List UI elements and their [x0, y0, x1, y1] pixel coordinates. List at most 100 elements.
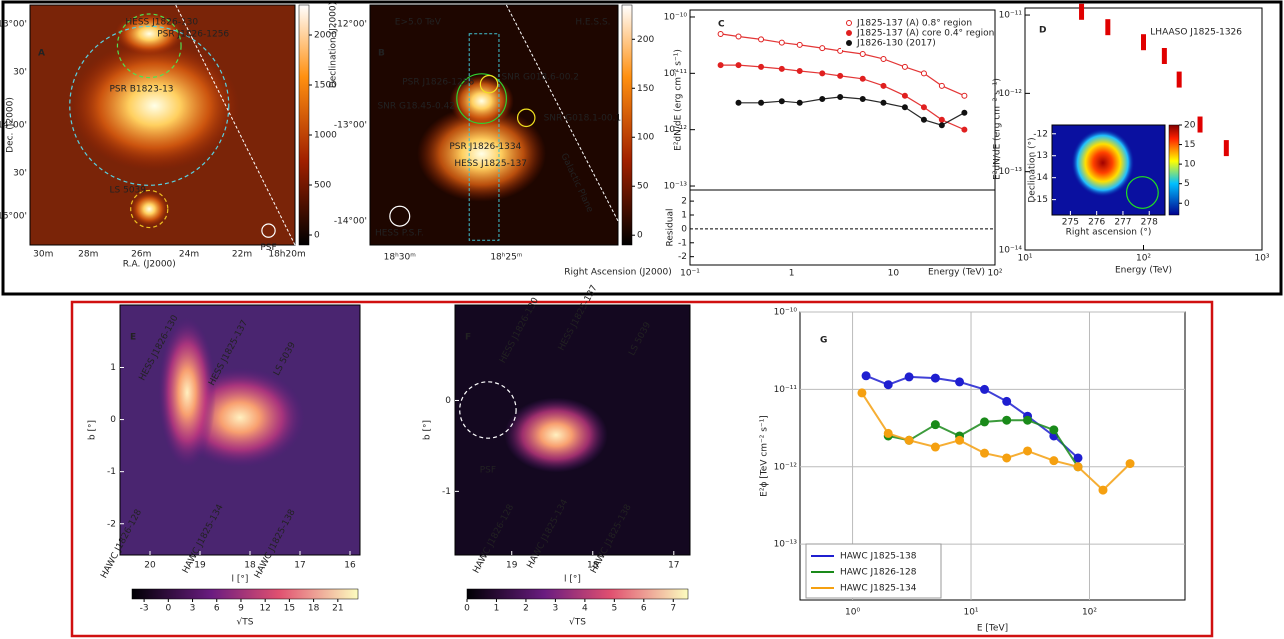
colorbar-tick-label: 21	[332, 604, 343, 614]
legend-swatch	[846, 40, 852, 46]
axes-frame	[454, 304, 691, 556]
panel-label: F	[465, 333, 471, 343]
legend-label: J1825-137 (A) 0.8° region	[856, 19, 972, 29]
colorbar	[1168, 124, 1180, 216]
data-point	[1197, 116, 1203, 133]
data-point	[930, 420, 940, 430]
x-tick-label: 10³	[1254, 254, 1269, 264]
colorbar-label: √TS	[237, 617, 254, 628]
data-point	[861, 371, 871, 381]
data-point	[980, 448, 990, 458]
colorbar-tick-label: 7	[670, 604, 676, 614]
source-label: PSF	[260, 243, 276, 253]
colorbar-tick-label: 10	[1184, 160, 1196, 170]
y-tick-label: -1	[442, 487, 451, 497]
data-point	[883, 428, 893, 438]
colorbar-tick-label: 5	[611, 604, 617, 614]
legend-swatch	[846, 20, 852, 26]
colorbar-tick-label: 2000	[314, 31, 337, 41]
x-tick-label: 10²	[1136, 254, 1151, 264]
data-point	[955, 435, 965, 445]
colorbar-tick-label: 5	[1184, 179, 1190, 189]
y-tick-label: -13	[1033, 151, 1048, 161]
colorbar-tick-label: 50	[637, 182, 649, 192]
emission	[417, 105, 547, 202]
data-point	[1125, 459, 1135, 469]
x-tick-label: 22m	[232, 250, 252, 260]
residual-tick-label: -2	[678, 252, 687, 262]
colorbar-tick-label: 1	[494, 604, 500, 614]
data-point	[819, 70, 826, 77]
x-tick-label: 24m	[179, 250, 199, 260]
data-point	[859, 96, 866, 103]
region	[261, 223, 276, 238]
data-point	[735, 62, 742, 69]
data-point	[880, 82, 887, 89]
colorbar-tick-label: 0	[1184, 199, 1190, 209]
y-tick-label: 30'	[13, 68, 27, 78]
x-tick-label: 278	[1141, 218, 1158, 228]
residual-tick-label: -1	[678, 238, 687, 248]
axes-frame	[1051, 124, 1166, 216]
data-point	[1002, 415, 1012, 425]
y-axis-label: E²ϕ [TeV cm⁻² s⁻¹]	[760, 415, 770, 497]
data-point	[735, 33, 742, 40]
x-tick-label: 19	[506, 561, 518, 571]
data-point	[1141, 34, 1146, 51]
data-point	[930, 373, 940, 383]
x-tick-label: 28m	[78, 250, 98, 260]
colorbar-tick-label: 15	[1184, 140, 1195, 150]
data-point	[904, 435, 914, 445]
x-tick-label: 10²	[1082, 608, 1097, 618]
source-label: HESS J1826-130	[125, 17, 198, 27]
colorbar-tick-label: 15	[284, 604, 295, 614]
colorbar-tick-label: 6	[214, 604, 220, 614]
x-tick-label: 1	[789, 269, 795, 279]
y-tick-label: 10⁻¹⁰	[774, 308, 798, 318]
region	[130, 189, 169, 229]
axes-frame	[119, 304, 361, 556]
colorbar-tick-label: -3	[140, 604, 149, 614]
data-point	[880, 55, 887, 62]
colorbar-tick-label: 100	[637, 133, 654, 143]
y-axis-label: E²dN/dE (erg cm⁻² s⁻¹)	[674, 49, 684, 151]
data-point	[717, 30, 724, 37]
x-tick-label: 18h20m	[268, 250, 305, 260]
x-tick-label: 10⁰	[845, 608, 860, 618]
axes-frame	[29, 4, 296, 246]
x-tick-label: 18	[587, 561, 599, 571]
legend-label: HAWC J1826-128	[840, 568, 917, 578]
legend-box	[841, 14, 991, 50]
source-label: PSF	[480, 466, 496, 476]
data-point	[1002, 396, 1012, 406]
region-box	[468, 33, 500, 241]
source-label: PSR J1826-1256	[402, 77, 474, 87]
colorbar-tick-label: 18	[308, 604, 320, 614]
x-tick-label: 276	[1088, 218, 1105, 228]
emission	[130, 192, 168, 226]
y-tick-label: 10⁻¹⁴	[999, 246, 1023, 256]
x-tick-label: 17	[668, 561, 679, 571]
y-axis-label: Declination (J2000)	[329, 2, 339, 88]
data-point	[1023, 415, 1033, 425]
data-point	[859, 51, 866, 58]
colorbar-tick-label: 4	[582, 604, 588, 614]
x-tick-label: 277	[1114, 218, 1131, 228]
colorbar-tick-label: 3	[190, 604, 196, 614]
data-point	[758, 36, 765, 43]
x-tick-label: 30m	[33, 250, 53, 260]
x-tick-label: 18	[244, 561, 256, 571]
data-point	[1098, 485, 1108, 495]
x-axis-label: l [°]	[564, 575, 581, 585]
x-axis-label: Right ascension (°)	[1066, 228, 1152, 238]
x-axis-label: Energy (TeV)	[1115, 266, 1172, 276]
colorbar-tick-label: 1000	[314, 131, 337, 141]
x-axis-label: Right Ascension (J2000)	[564, 268, 671, 278]
emission	[1071, 128, 1135, 197]
region	[516, 108, 536, 128]
y-tick-label: 30'	[13, 169, 27, 179]
colorbar-tick-label: 6	[641, 604, 647, 614]
colorbar-tick-label: 20	[1184, 121, 1196, 131]
panel-label: E	[130, 333, 136, 343]
data-point	[901, 104, 908, 111]
